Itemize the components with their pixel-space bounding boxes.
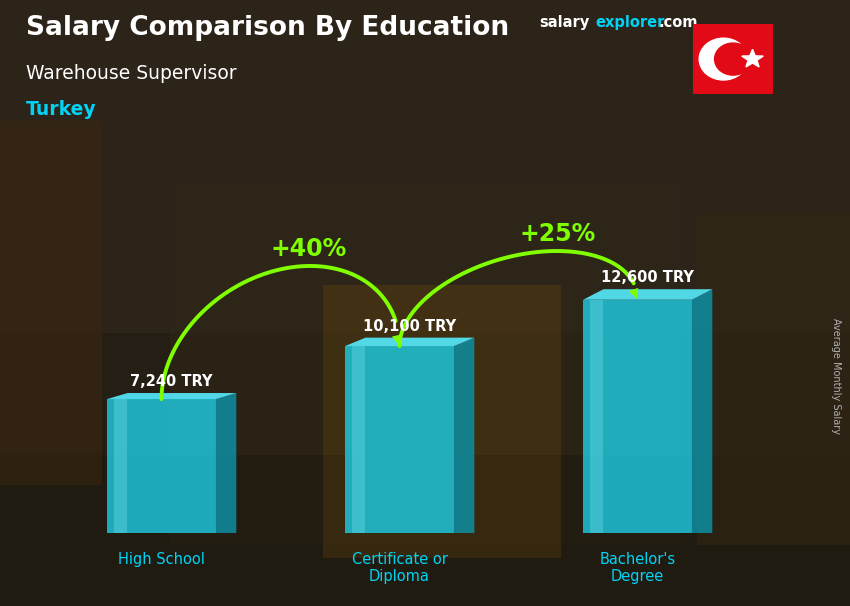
Text: +40%: +40%	[270, 238, 347, 261]
Text: Turkey: Turkey	[26, 100, 96, 119]
Text: explorer: explorer	[595, 15, 665, 30]
Polygon shape	[345, 346, 454, 533]
Polygon shape	[107, 399, 216, 533]
Polygon shape	[742, 49, 763, 67]
Bar	[697, 212, 850, 545]
Bar	[0, 121, 102, 485]
Circle shape	[715, 43, 751, 75]
Polygon shape	[114, 399, 127, 533]
Polygon shape	[454, 338, 474, 533]
Text: 7,240 TRY: 7,240 TRY	[130, 375, 213, 389]
Polygon shape	[583, 289, 712, 300]
Text: salary: salary	[540, 15, 590, 30]
Bar	[323, 285, 561, 558]
Text: Average Monthly Salary: Average Monthly Salary	[830, 318, 841, 434]
Bar	[0, 0, 850, 333]
Polygon shape	[107, 393, 236, 399]
Polygon shape	[352, 346, 365, 533]
Polygon shape	[692, 289, 712, 533]
Text: Warehouse Supervisor: Warehouse Supervisor	[26, 64, 236, 82]
Polygon shape	[216, 393, 236, 533]
Text: +25%: +25%	[519, 222, 596, 246]
Text: 10,100 TRY: 10,100 TRY	[363, 319, 456, 334]
Polygon shape	[590, 300, 603, 533]
Polygon shape	[345, 338, 474, 346]
Text: .com: .com	[659, 15, 698, 30]
Bar	[170, 182, 680, 545]
Text: 12,600 TRY: 12,600 TRY	[601, 270, 694, 285]
Circle shape	[700, 38, 748, 80]
Polygon shape	[583, 300, 692, 533]
Text: Salary Comparison By Education: Salary Comparison By Education	[26, 15, 508, 41]
Bar	[0, 454, 850, 606]
